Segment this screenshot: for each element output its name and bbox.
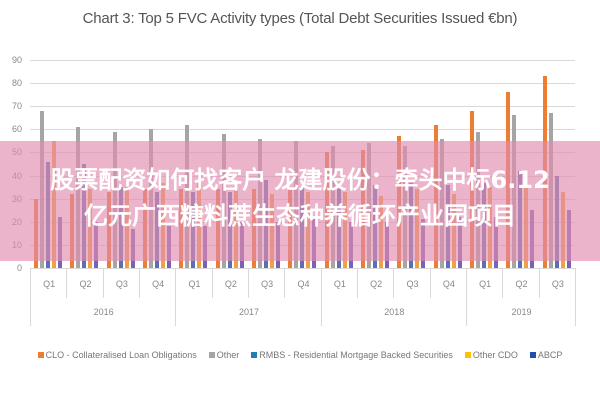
watermark-line-1: 股票配资如何找客户 龙建股份：牵头中标6.12 <box>50 166 550 194</box>
legend-item: RMBS - Residential Mortgage Backed Secur… <box>251 350 453 360</box>
x-tick-quarter: Q3 <box>538 268 576 298</box>
x-axis-border <box>575 268 576 326</box>
x-tick-quarter: Q4 <box>429 268 467 298</box>
x-tick-quarter: Q3 <box>102 268 140 298</box>
legend-swatch-icon <box>37 352 44 358</box>
legend-label: Other <box>216 350 240 360</box>
gridline <box>30 60 575 61</box>
watermark-line-2: 亿元广西糖料蔗生态种养循环产业园项目 <box>84 202 516 230</box>
y-tick-label: 90 <box>11 55 22 65</box>
gridline <box>30 106 575 108</box>
legend-swatch-icon <box>251 352 258 358</box>
x-tick-quarter: Q4 <box>284 268 321 298</box>
y-tick-label: 0 <box>16 263 22 273</box>
legend-label: CLO - Collateralised Loan Obligations <box>45 350 197 360</box>
y-tick-label: 60 <box>11 124 22 135</box>
watermark-banner <box>0 141 600 261</box>
legend: CLO - Collateralised Loan Obligations Oth… <box>0 350 600 360</box>
legend-swatch-icon <box>464 352 471 358</box>
legend-item: ABCP <box>529 350 563 360</box>
x-tick-quarter: Q2 <box>66 268 103 298</box>
legend-item: Other <box>208 350 240 360</box>
x-tick-year: 2017 <box>175 298 321 326</box>
x-tick-quarter: Q1 <box>466 268 503 298</box>
x-tick-quarter: Q1 <box>320 268 358 298</box>
y-tick-label: 70 <box>11 101 22 112</box>
legend-label: RMBS - Residential Mortgage Backed Secur… <box>259 350 453 360</box>
x-tick-quarter: Q2 <box>502 268 539 298</box>
gridline <box>30 268 575 269</box>
chart-title: Chart 3: Top 5 FVC Activity types (Total… <box>82 10 518 27</box>
legend-swatch-icon <box>529 352 536 358</box>
legend-label: ABCP <box>537 350 563 360</box>
x-tick-year: 2018 <box>320 298 467 326</box>
x-tick-quarter: Q4 <box>139 268 176 298</box>
legend-item: CLO - Collateralised Loan Obligations <box>37 350 197 360</box>
x-tick-quarter: Q2 <box>357 268 394 298</box>
x-axis: Q1 Q2 Q3 Q4 Q1 Q2 Q3 Q4 Q1 Q2 Q3 Q4 Q1 Q2 Q3 2016 2017 20… <box>30 268 576 328</box>
gridline <box>30 83 575 85</box>
x-tick-year: 2016 <box>30 298 176 326</box>
x-tick-quarter: Q3 <box>248 268 285 298</box>
x-tick-year: 2019 <box>466 298 576 326</box>
x-tick-quarter: Q2 <box>211 268 249 298</box>
legend-swatch-icon <box>208 352 215 358</box>
legend-label: Other CDO <box>472 350 518 360</box>
x-tick-quarter: Q3 <box>393 268 430 298</box>
watermark-text: 股票配资如何找客户 龙建股份：牵头中标6.12 亿元广西糖料蔗生态种养循环产业园… <box>0 162 600 234</box>
legend-item: Other CDO <box>464 350 518 360</box>
x-tick-quarter: Q1 <box>30 268 67 298</box>
x-tick-quarter: Q1 <box>175 268 212 298</box>
gridline <box>30 129 575 131</box>
y-tick-label: 80 <box>11 78 22 89</box>
